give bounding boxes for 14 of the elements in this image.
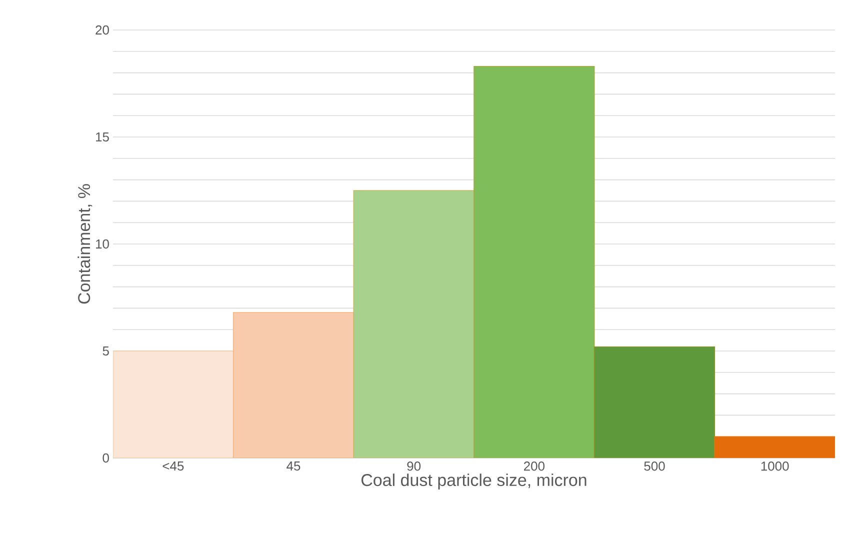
x-tick-label: <45 — [162, 462, 184, 471]
y-tick-label: 5 — [102, 346, 109, 356]
y-tick-label: 15 — [96, 132, 109, 142]
y-tick-label: 10 — [96, 239, 109, 249]
bar — [113, 350, 234, 458]
x-tick-label: 200 — [524, 462, 545, 471]
x-tick-label: 500 — [644, 462, 665, 471]
x-tick-label: 45 — [286, 462, 300, 471]
y-tick-label: 0 — [102, 453, 109, 463]
x-tick-label: 90 — [407, 462, 421, 471]
x-axis-title: Coal dust particle size, micron — [361, 474, 586, 490]
x-tick-label: 1000 — [761, 462, 789, 471]
y-tick-label: 20 — [96, 25, 109, 35]
y-axis-title: Containment, % — [78, 184, 92, 304]
